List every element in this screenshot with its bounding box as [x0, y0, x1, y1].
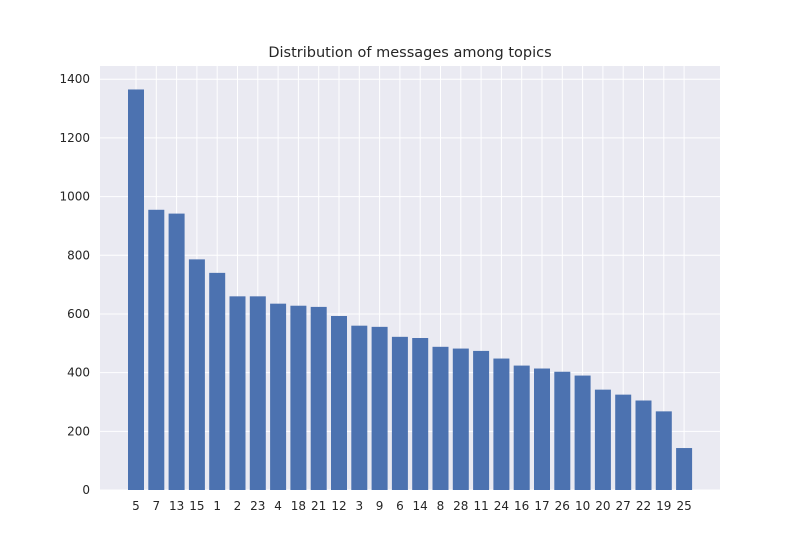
bar-topic-19: [655, 411, 672, 490]
x-tick-label: 16: [514, 499, 529, 513]
y-tick-label: 400: [67, 366, 90, 380]
x-tick-label: 3: [355, 499, 363, 513]
x-tick-label: 14: [413, 499, 428, 513]
bar-topic-8: [432, 346, 449, 490]
x-tick-label: 8: [437, 499, 445, 513]
x-tick-label: 2: [234, 499, 242, 513]
x-tick-label: 25: [676, 499, 691, 513]
x-tick-label: 21: [311, 499, 326, 513]
y-tick-label: 800: [67, 248, 90, 262]
x-tick-label: 17: [534, 499, 549, 513]
bar-topic-15: [188, 259, 205, 490]
bar-topic-26: [554, 371, 571, 490]
x-tick-label: 22: [636, 499, 651, 513]
x-tick-label: 10: [575, 499, 590, 513]
y-tick-label: 1000: [59, 190, 90, 204]
x-tick-label: 4: [274, 499, 282, 513]
bar-topic-24: [493, 358, 510, 490]
bar-topic-27: [615, 394, 632, 490]
x-tick-label: 1: [213, 499, 221, 513]
x-tick-label: 12: [331, 499, 346, 513]
x-tick-label: 6: [396, 499, 404, 513]
bar-topic-2: [229, 296, 246, 490]
bar-topic-21: [310, 306, 327, 490]
x-tick-label: 9: [376, 499, 384, 513]
chart-title: Distribution of messages among topics: [268, 45, 551, 61]
x-tick-label: 26: [555, 499, 570, 513]
x-tick-label: 11: [473, 499, 488, 513]
bar-topic-5: [128, 89, 144, 490]
bar-topic-20: [594, 389, 611, 490]
x-tick-label: 15: [189, 499, 204, 513]
x-tick-label: 28: [453, 499, 468, 513]
y-axis-ticks: 0 200 400 600 800 1000 1200 1400: [59, 72, 90, 497]
x-tick-label: 7: [152, 499, 160, 513]
bar-topic-12: [331, 315, 347, 490]
bar-topic-16: [513, 365, 530, 490]
bar-topic-1: [209, 272, 226, 490]
y-tick-label: 200: [67, 424, 90, 438]
bar-topic-28: [452, 348, 469, 490]
bar-topic-23: [249, 296, 266, 490]
bar-topic-6: [391, 336, 408, 490]
x-tick-label: 5: [132, 499, 140, 513]
x-axis-ticks: 5 7 13 15 1 2 23 4 18 21 12 3 9 6 14 8 28 11 24 16 17 26 10 20 2…: [132, 499, 692, 513]
bar-topic-4: [270, 303, 287, 490]
bar-topic-9: [371, 326, 388, 490]
y-tick-label: 1200: [59, 131, 90, 145]
y-tick-label: 1400: [59, 72, 90, 86]
bar-topic-11: [473, 350, 490, 490]
x-tick-label: 27: [616, 499, 631, 513]
x-tick-label: 18: [291, 499, 306, 513]
bar-topic-18: [290, 305, 307, 490]
bar-topic-10: [574, 375, 591, 490]
bar-topic-14: [412, 338, 429, 490]
x-tick-label: 20: [595, 499, 610, 513]
bar-topic-13: [168, 213, 185, 490]
x-tick-label: 19: [656, 499, 671, 513]
x-tick-label: 13: [169, 499, 184, 513]
bar-topic-7: [148, 209, 165, 490]
bar-topic-3: [351, 325, 368, 490]
bar-topic-17: [534, 368, 550, 490]
y-tick-label: 0: [82, 483, 90, 497]
bar-topic-22: [635, 400, 652, 490]
x-tick-label: 23: [250, 499, 265, 513]
x-tick-label: 24: [494, 499, 509, 513]
bars: [128, 89, 693, 490]
bar-topic-25: [676, 448, 693, 490]
y-tick-label: 600: [67, 307, 90, 321]
